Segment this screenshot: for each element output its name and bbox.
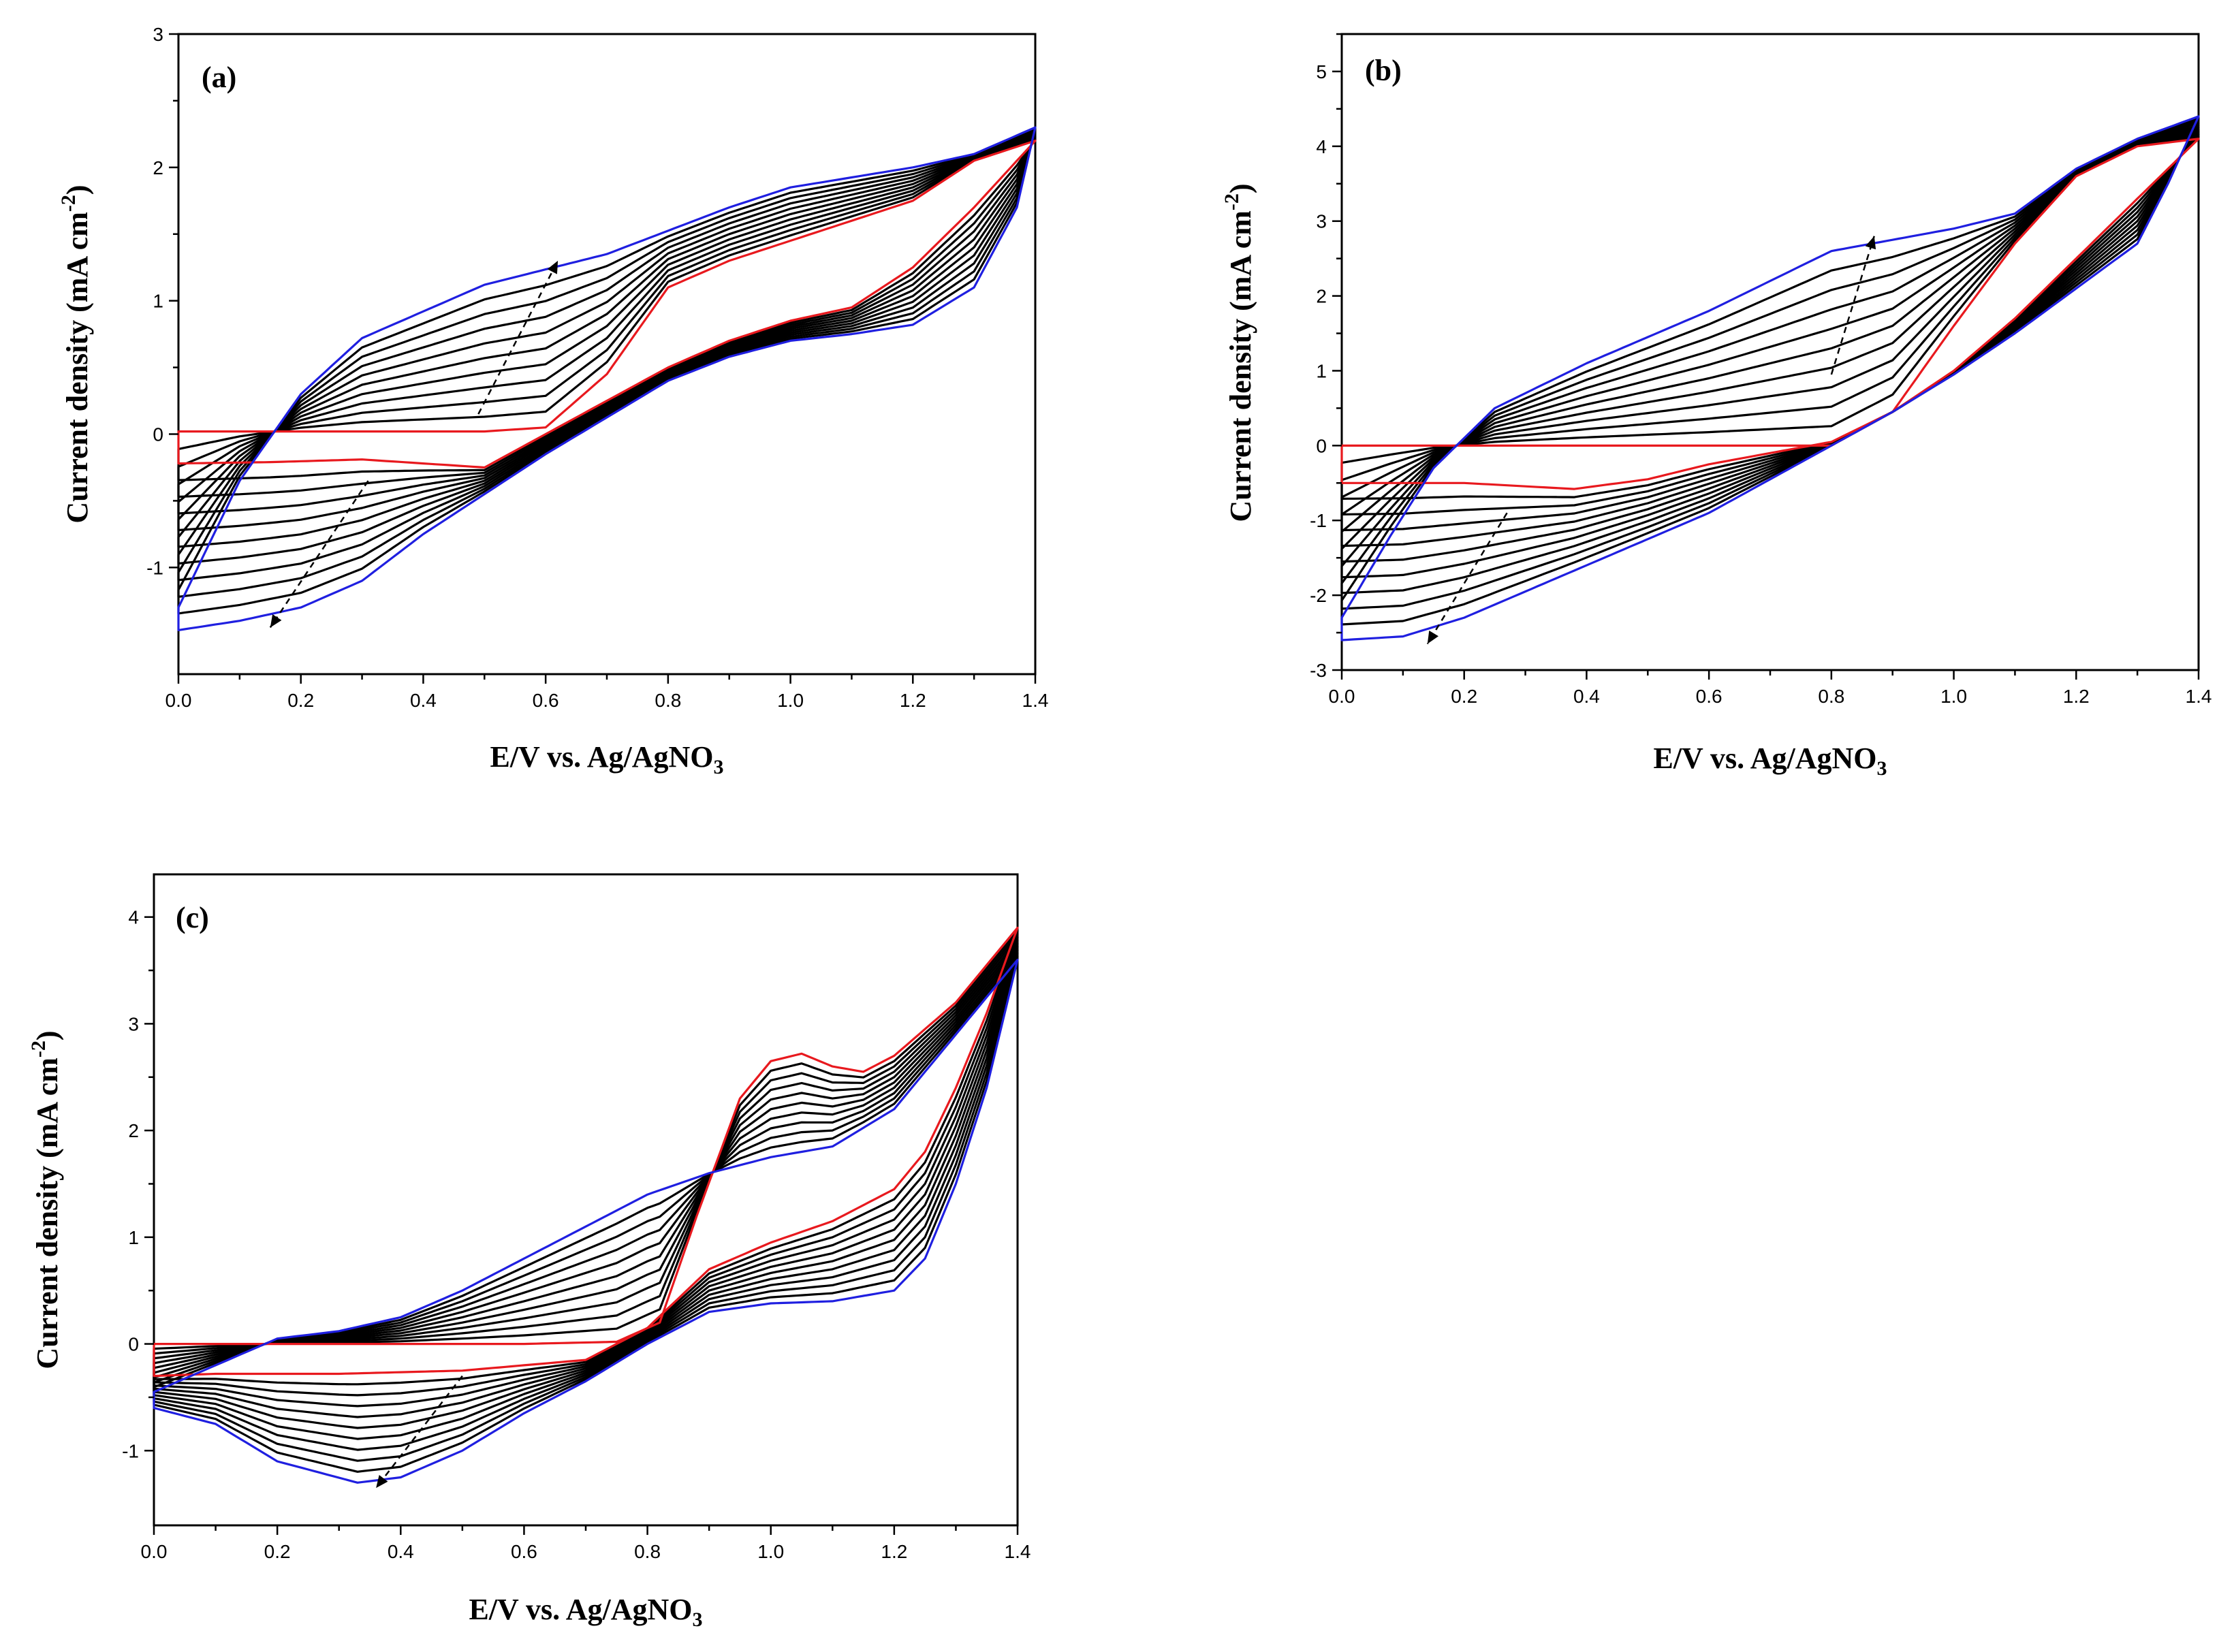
x-tick-label: 1.2 — [2063, 686, 2090, 707]
x-tick-group: 0.0 0.2 0.4 0.6 0.8 1.0 1.2 1.4 — [141, 1525, 1031, 1562]
chart-panel-b: 0.0 0.2 0.4 0.6 0.8 1.0 1.2 1.4 -3 -2 -1 0 1 2 3 4 5 (b… — [1221, 33, 2212, 780]
y-tick-label: 3 — [1316, 211, 1327, 232]
x-tick-label: 0.6 — [533, 690, 559, 711]
cv-curve-first-cycle — [153, 926, 1019, 1378]
x-axis-label: E/V vs. Ag/AgNO3 — [1653, 742, 1887, 780]
cv-curve-last-cycle — [1340, 115, 2200, 641]
cathodic-arrow-line — [1426, 512, 1508, 645]
y-tick-label: -3 — [1310, 660, 1327, 681]
x-tick-label: 0.2 — [1451, 686, 1477, 707]
y-tick-label: 0 — [1316, 435, 1327, 456]
anodic-arrow-line — [1830, 236, 1875, 375]
cv-curve-cycle-10 — [153, 955, 1019, 1473]
curve-group — [1340, 115, 2200, 641]
anodic-arrow-line — [477, 260, 559, 415]
x-tick-label: 0.8 — [634, 1541, 661, 1562]
y-tick-label: 0 — [128, 1334, 139, 1355]
curve-group — [177, 126, 1037, 631]
x-axis-label: E/V vs. Ag/AgNO3 — [490, 740, 723, 778]
cv-curve-cycle-5 — [177, 134, 1037, 532]
x-tick-label: 1.4 — [1005, 1541, 1031, 1562]
x-tick-label: 0.0 — [1329, 686, 1355, 707]
y-axis-label: Current density (mA cm-2) — [1221, 183, 1257, 522]
x-tick-label: 0.6 — [1696, 686, 1722, 707]
y-tick-label: 4 — [1316, 136, 1327, 157]
y-tick-label: -2 — [1310, 585, 1327, 606]
plot-frame — [177, 33, 1037, 676]
x-tick-label: 0.6 — [511, 1541, 537, 1562]
y-tick-group: -1 0 1 2 3 — [146, 24, 178, 578]
y-tick-label: 1 — [128, 1227, 139, 1248]
cv-curve-cycle-2 — [153, 930, 1019, 1386]
x-axis-label: E/V vs. Ag/AgNO3 — [469, 1593, 702, 1631]
x-tick-label: 0.4 — [410, 690, 437, 711]
y-axis-label: Current density (mA cm-2) — [27, 1030, 64, 1369]
x-tick-label: 0.0 — [141, 1541, 168, 1562]
cathodic-arrow-head — [376, 1475, 388, 1489]
cv-curve-cycle-5 — [153, 939, 1019, 1418]
x-tick-label: 0.8 — [1818, 686, 1844, 707]
cv-curve-first-cycle — [1340, 138, 2200, 490]
anodic-arrow-head — [547, 260, 558, 274]
panel-label: (c) — [176, 901, 209, 934]
arrow-group — [269, 260, 559, 629]
y-tick-label: -1 — [122, 1440, 139, 1461]
y-tick-label: -1 — [146, 557, 163, 578]
x-tick-label: 0.0 — [166, 690, 192, 711]
x-tick-label: 0.4 — [1573, 686, 1600, 707]
cathodic-arrow-head — [270, 614, 282, 628]
x-tick-label: 0.2 — [287, 690, 314, 711]
chart-panel-c: 0.0 0.2 0.4 0.6 0.8 1.0 1.2 1.4 -1 0 1 2 3 4 (c) E/V… — [27, 873, 1031, 1631]
y-tick-label: 0 — [153, 424, 163, 445]
cathodic-arrow-line — [375, 1375, 463, 1489]
x-tick-label: 0.8 — [655, 690, 681, 711]
panel-label: (a) — [202, 61, 236, 94]
cv-curve-last-cycle — [177, 126, 1037, 631]
chart-panel-a: 0.0 0.2 0.4 0.6 0.8 1.0 1.2 1.4 -1 0 1 2 3 (a) E/V … — [57, 24, 1048, 778]
y-tick-label: 3 — [153, 24, 163, 45]
x-tick-group: 0.0 0.2 0.4 0.6 0.8 1.0 1.2 1.4 — [1329, 670, 2212, 707]
y-tick-label: 2 — [153, 157, 163, 178]
y-tick-label: 4 — [128, 907, 139, 928]
x-tick-label: 1.0 — [777, 690, 804, 711]
cv-curve-cycle-2 — [1340, 135, 2200, 500]
anodic-arrow-head — [1865, 236, 1876, 250]
cv-curve-cycle-3 — [1340, 133, 2200, 515]
cv-curve-cycle-6 — [153, 942, 1019, 1429]
x-tick-label: 0.2 — [264, 1541, 291, 1562]
y-tick-label: -1 — [1310, 510, 1327, 531]
x-tick-label: 1.0 — [1940, 686, 1967, 707]
y-tick-group: -3 -2 -1 0 1 2 3 4 5 — [1310, 33, 1342, 681]
y-tick-label: 3 — [128, 1013, 139, 1034]
y-tick-label: 1 — [1316, 360, 1327, 381]
arrow-group — [375, 1375, 463, 1489]
cv-curve-cycle-3 — [153, 933, 1019, 1397]
x-tick-label: 1.2 — [881, 1541, 907, 1562]
x-tick-label: 0.4 — [388, 1541, 414, 1562]
cv-curve-last-cycle — [153, 958, 1019, 1484]
x-tick-label: 1.0 — [757, 1541, 784, 1562]
cv-curve-cycle-7 — [177, 131, 1037, 565]
panel-label: (b) — [1365, 54, 1402, 87]
x-tick-label: 1.4 — [2186, 686, 2212, 707]
arrow-group — [1426, 236, 1876, 645]
x-tick-label: 1.4 — [1022, 690, 1049, 711]
y-axis-label: Current density (mA cm-2) — [57, 185, 94, 523]
y-tick-label: 1 — [153, 291, 163, 312]
y-tick-group: -1 0 1 2 3 4 — [122, 907, 154, 1461]
cathodic-arrow-line — [269, 480, 369, 629]
x-tick-group: 0.0 0.2 0.4 0.6 0.8 1.0 1.2 1.4 — [166, 674, 1049, 711]
cv-curve-cycle-4 — [153, 936, 1019, 1408]
y-tick-label: 2 — [128, 1120, 139, 1141]
y-tick-label: 5 — [1316, 61, 1327, 82]
y-tick-label: 2 — [1316, 286, 1327, 307]
x-tick-label: 1.2 — [900, 690, 926, 711]
cv-curve-cycle-9 — [153, 952, 1019, 1462]
curve-group — [153, 926, 1019, 1484]
cathodic-arrow-head — [1427, 631, 1438, 644]
cv-curve-cycle-10 — [177, 127, 1037, 615]
